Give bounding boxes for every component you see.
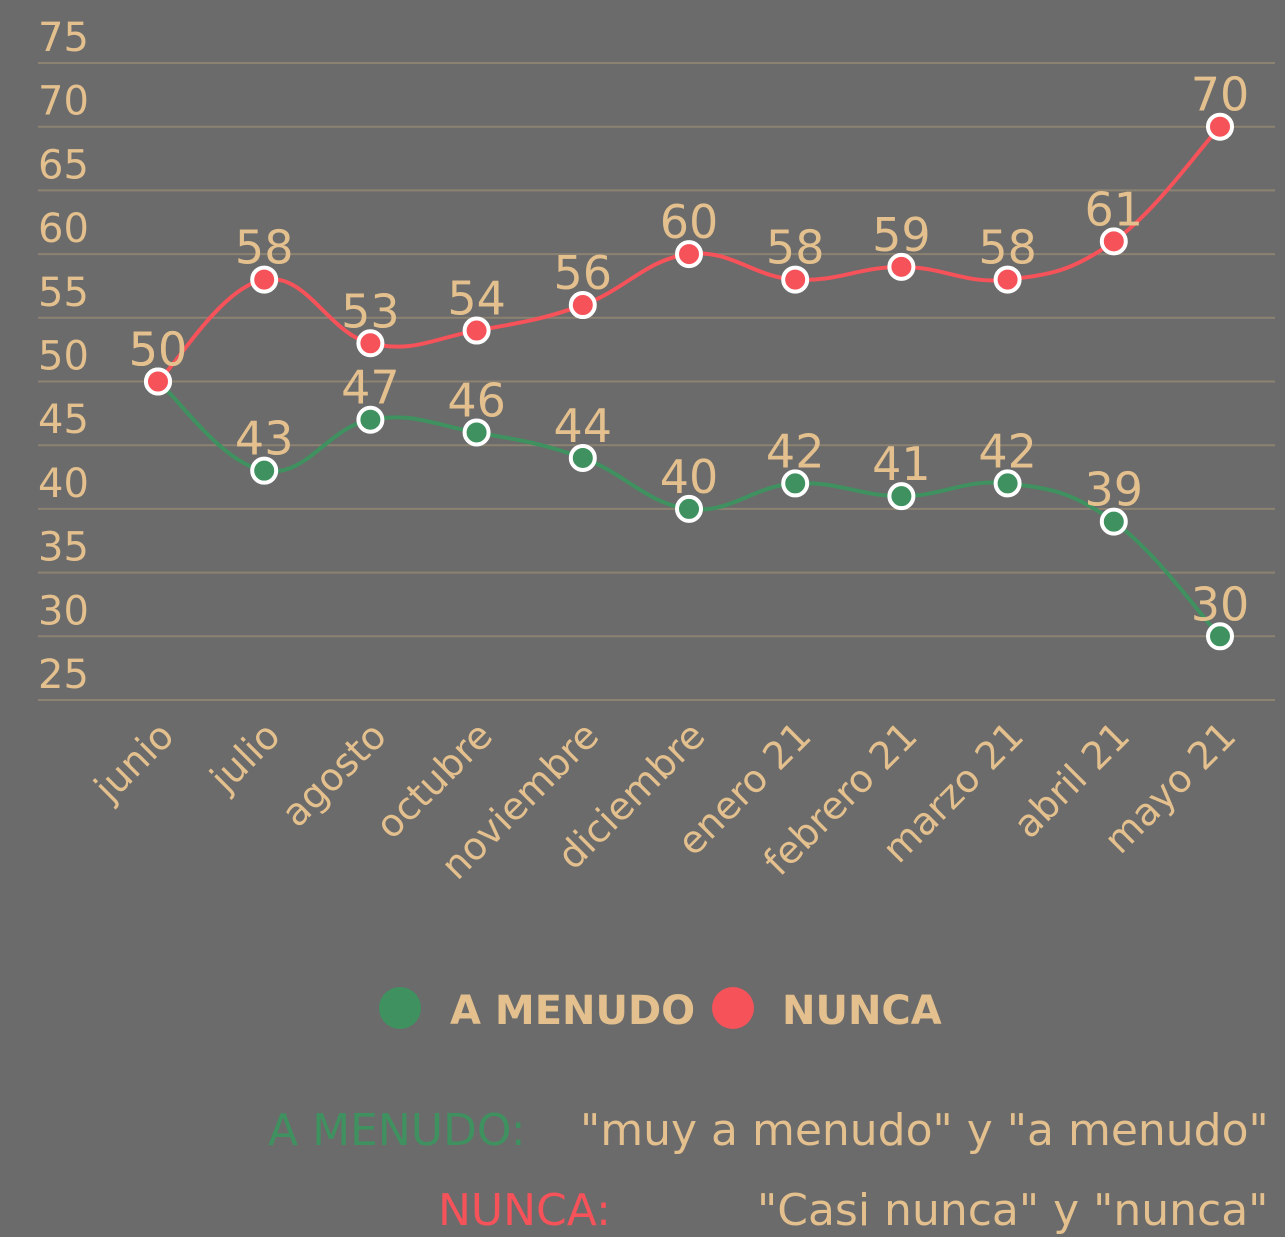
point [144,367,172,396]
y-tick-label: 65 [38,142,89,188]
y-tick-label: 30 [38,588,89,634]
data-label: 47 [341,361,400,415]
y-tick-label: 55 [38,270,89,316]
data-label: 42 [766,424,825,478]
data-label: 50 [129,323,188,377]
data-label: 46 [447,373,506,427]
y-tick-label: 60 [38,206,89,252]
note-text: "muy a menudo" y "a menudo" [580,1105,1269,1156]
note-label: A MENUDO: [268,1105,526,1156]
point [356,329,385,358]
y-tick-label: 45 [38,397,89,443]
data-label: 41 [872,437,931,491]
point [250,456,279,485]
point [781,265,810,294]
legend-marker [379,987,421,1029]
data-label: 54 [447,272,506,326]
y-tick-label: 40 [38,461,89,507]
legend-marker [712,987,754,1029]
point [781,469,810,498]
y-tick-label: 35 [38,525,89,571]
point [675,240,703,269]
data-label: 30 [1191,577,1250,631]
point [568,291,597,320]
x-tick-label: julio [201,713,289,801]
data-label: 43 [235,412,294,466]
note-text: "Casi nunca" y "nunca" [757,1185,1268,1236]
legend-label: A MENUDO [450,988,695,1034]
y-tick-label: 50 [38,334,89,380]
legend-label: NUNCA [782,988,942,1034]
point [887,252,916,281]
point [1206,622,1234,651]
point [462,316,491,345]
data-label: 58 [978,221,1037,275]
point [675,494,703,523]
x-tick-label: junio [85,713,182,810]
point [1099,507,1128,536]
point [1099,227,1128,256]
data-label: 39 [1085,463,1144,517]
y-tick-label: 70 [38,79,89,125]
data-label: 56 [554,246,613,300]
point [462,418,491,447]
data-label: 40 [660,450,719,504]
point [250,265,279,294]
data-label: 58 [235,221,294,275]
point [568,443,597,472]
point [1206,112,1234,141]
point [993,469,1022,498]
data-label: 59 [872,208,931,262]
data-label: 60 [660,195,719,249]
data-label: 70 [1191,68,1250,122]
point [356,405,385,434]
point [993,265,1022,294]
data-label: 53 [341,284,400,338]
note-label: NUNCA: [438,1185,611,1236]
y-tick-label: 75 [38,15,89,61]
data-label: 42 [978,424,1037,478]
point [887,482,916,511]
data-label: 44 [554,399,613,453]
data-label: 58 [766,221,825,275]
y-tick-label: 25 [38,652,89,698]
data-label: 61 [1085,182,1144,236]
